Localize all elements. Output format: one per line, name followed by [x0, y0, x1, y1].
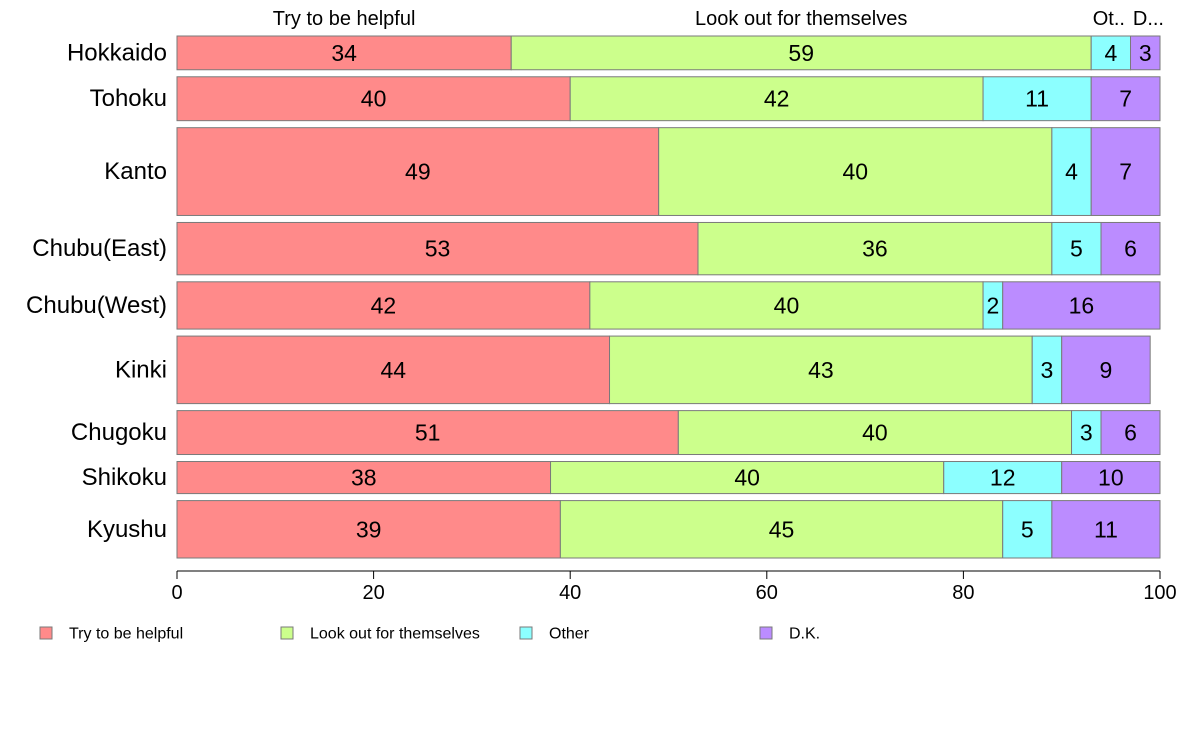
- legend-swatch-2: [519, 626, 533, 640]
- bar-segment-5-2: [1031, 335, 1063, 405]
- legend-label-0: Try to be helpful: [69, 626, 183, 643]
- value-label-6-1: 40: [862, 420, 888, 446]
- bar-segment-7-3: [1061, 461, 1161, 495]
- top-series-labels: Try to be helpful Look out for themselves…: [273, 8, 1164, 30]
- bar-segment-6-2: [1071, 410, 1102, 456]
- category-label-6: Chugoku: [71, 419, 167, 446]
- value-label-3-0: 53: [425, 236, 451, 262]
- category-label-7: Shikoku: [82, 464, 167, 491]
- value-label-2-2: 4: [1065, 159, 1078, 185]
- bar-segment-2-3: [1090, 127, 1161, 216]
- value-label-7-1: 40: [734, 465, 760, 491]
- value-label-7-2: 12: [990, 465, 1016, 491]
- legend-swatch-0: [39, 626, 53, 640]
- category-label-5: Kinki: [115, 356, 167, 383]
- top-series-label-0: Try to be helpful: [273, 8, 416, 30]
- bar-segment-3-1: [697, 221, 1053, 276]
- legend-swatch-3: [759, 626, 773, 640]
- value-label-4-1: 40: [774, 292, 800, 318]
- legend-label-1: Look out for themselves: [310, 626, 480, 643]
- value-label-5-1: 43: [808, 357, 834, 383]
- bar-segment-7-1: [550, 461, 945, 495]
- value-label-2-3: 7: [1119, 159, 1132, 185]
- legend-label-3: D.K.: [789, 626, 820, 643]
- bar-segment-2-0: [176, 127, 660, 216]
- value-label-2-0: 49: [405, 159, 431, 185]
- value-label-1-2: 11: [1025, 86, 1049, 112]
- category-label-2: Kanto: [104, 158, 167, 185]
- value-label-0-2: 4: [1104, 40, 1117, 66]
- top-series-label-3: D...: [1133, 8, 1164, 30]
- value-label-3-3: 6: [1124, 236, 1137, 262]
- bar-segment-5-1: [609, 335, 1033, 405]
- bar-segment-1-0: [176, 76, 571, 122]
- x-tick-label-4: 80: [952, 582, 974, 604]
- value-label-5-0: 44: [380, 357, 406, 383]
- category-label-8: Kyushu: [87, 516, 167, 543]
- value-label-4-3: 16: [1069, 292, 1095, 318]
- value-label-1-1: 42: [764, 86, 790, 112]
- bar-segment-5-0: [176, 335, 611, 405]
- bar-segment-6-1: [677, 410, 1073, 456]
- value-label-3-2: 5: [1070, 236, 1083, 262]
- category-label-4: Chubu(West): [26, 292, 167, 319]
- value-label-8-3: 11: [1094, 516, 1118, 542]
- bar-segment-0-1: [510, 35, 1092, 71]
- value-label-1-3: 7: [1119, 86, 1132, 112]
- category-label-3: Chubu(East): [32, 235, 167, 262]
- legend-label-2: Other: [549, 626, 590, 643]
- x-tick-label-3: 60: [756, 582, 778, 604]
- bar-segment-5-3: [1061, 335, 1151, 405]
- bar-segment-0-3: [1130, 35, 1161, 71]
- value-label-8-1: 45: [769, 516, 795, 542]
- value-label-7-0: 38: [351, 465, 377, 491]
- x-tick-label-5: 100: [1143, 582, 1176, 604]
- bar-segment-8-3: [1051, 500, 1161, 559]
- value-label-8-0: 39: [356, 516, 382, 542]
- legend-swatch-1: [280, 626, 294, 640]
- value-label-5-2: 3: [1041, 357, 1054, 383]
- bar-segment-1-3: [1090, 76, 1161, 122]
- top-series-label-2: Ot..: [1093, 8, 1125, 30]
- value-label-0-0: 34: [331, 40, 357, 66]
- x-axis: 0 20 40 60 80 100: [171, 570, 1177, 604]
- bar-segment-3-0: [176, 221, 699, 276]
- category-labels: Hokkaido Tohoku Kanto Chubu(East) Chubu(West…: [26, 39, 167, 542]
- value-label-5-3: 9: [1100, 357, 1113, 383]
- value-label-8-2: 5: [1021, 516, 1034, 542]
- value-label-3-1: 36: [862, 236, 888, 262]
- x-tick-label-2: 40: [559, 582, 581, 604]
- value-label-2-1: 40: [842, 159, 868, 185]
- x-tick-label-0: 0: [171, 582, 182, 604]
- bar-segment-2-1: [658, 127, 1053, 216]
- bar-segment-4-1: [589, 281, 984, 330]
- value-label-0-1: 59: [788, 40, 814, 66]
- bar-segment-4-3: [1002, 281, 1161, 330]
- bar-segment-0-0: [176, 35, 512, 71]
- bar-segment-1-2: [982, 76, 1092, 122]
- top-series-label-1: Look out for themselves: [695, 8, 907, 30]
- value-label-0-3: 3: [1139, 40, 1152, 66]
- bar-segment-7-2: [943, 461, 1063, 495]
- value-label-6-3: 6: [1124, 420, 1137, 446]
- bar-segment-8-1: [559, 500, 1004, 559]
- bar-segment-3-3: [1100, 221, 1161, 276]
- value-label-6-0: 51: [415, 420, 441, 446]
- legend: Try to be helpful Look out for themselves…: [39, 626, 820, 643]
- value-label-7-3: 10: [1098, 465, 1124, 491]
- bar-segment-0-2: [1090, 35, 1132, 71]
- bar-segment-1-1: [569, 76, 984, 122]
- value-label-4-0: 42: [371, 292, 397, 318]
- category-label-1: Tohoku: [90, 85, 167, 112]
- value-label-1-0: 40: [361, 86, 387, 112]
- value-label-4-2: 2: [986, 292, 999, 318]
- bar-segment-4-0: [176, 281, 591, 330]
- x-tick-label-1: 20: [362, 582, 384, 604]
- bar-segment-6-0: [176, 410, 679, 456]
- category-label-0: Hokkaido: [67, 39, 167, 66]
- value-label-6-2: 3: [1080, 420, 1093, 446]
- bar-segment-6-3: [1100, 410, 1161, 456]
